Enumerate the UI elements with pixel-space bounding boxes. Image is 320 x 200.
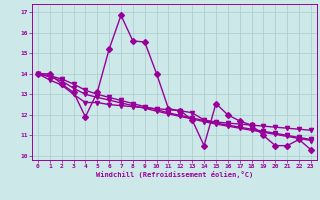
X-axis label: Windchill (Refroidissement éolien,°C): Windchill (Refroidissement éolien,°C) [96,171,253,178]
